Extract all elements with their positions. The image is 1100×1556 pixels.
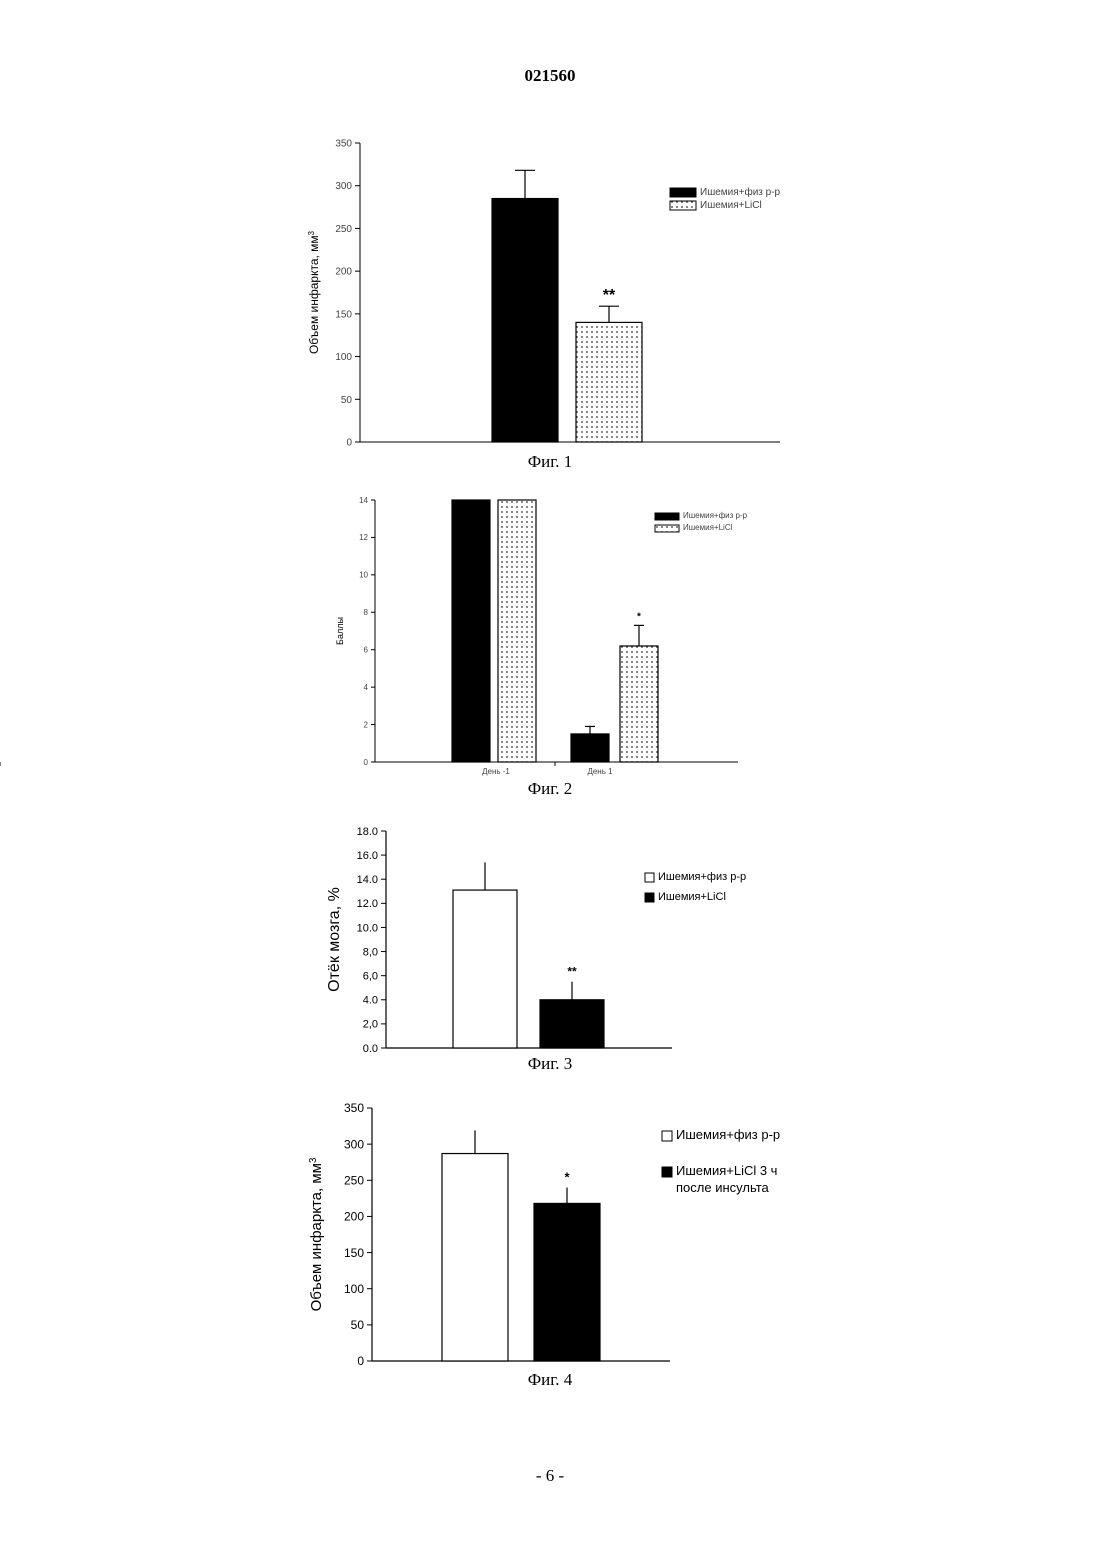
- page-number: - 6 -: [0, 1466, 1100, 1486]
- legend-label: после инсульта: [676, 1180, 770, 1195]
- y-axis-label: Объем инфаркта, мм3: [308, 1158, 326, 1312]
- legend-swatch: [662, 1167, 672, 1177]
- figure-4-caption: Фиг. 4: [0, 1370, 1100, 1390]
- y-tick-label: 150: [344, 1246, 364, 1260]
- legend-swatch: [662, 1131, 672, 1141]
- y-tick-label: 0: [357, 1354, 364, 1368]
- legend-label: Ишемия+физ р-р: [676, 1127, 780, 1142]
- y-tick-label: 250: [344, 1173, 364, 1187]
- bar-saline-1: [442, 1154, 508, 1361]
- significance-marker: *: [564, 1170, 570, 1185]
- y-tick-label: 300: [344, 1137, 364, 1151]
- y-tick-label: 100: [344, 1282, 364, 1296]
- y-tick-label: 350: [344, 1101, 364, 1115]
- bar-licl-1: [534, 1203, 600, 1361]
- y-tick-label: 200: [344, 1210, 364, 1224]
- y-tick-label: 50: [351, 1318, 365, 1332]
- legend-label: Ишемия+LiCl 3 ч: [676, 1163, 777, 1178]
